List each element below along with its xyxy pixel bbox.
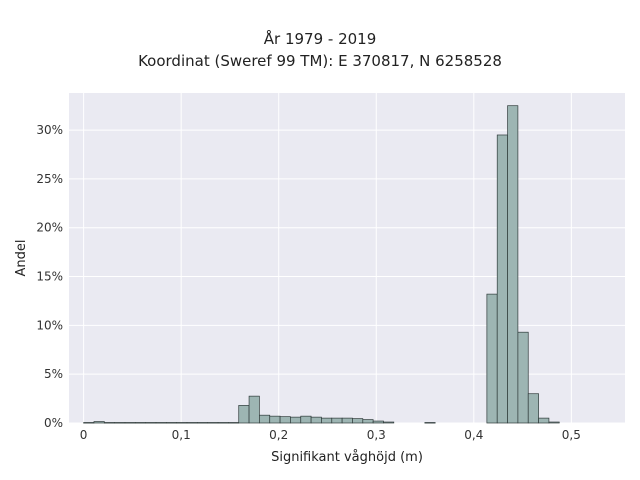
- y-tick-label: 15%: [36, 270, 63, 284]
- histogram-bar: [383, 421, 395, 424]
- x-axis-label: Signifikant våghöjd (m): [271, 450, 423, 465]
- histogram-bar: [217, 422, 229, 424]
- histogram-bar: [103, 422, 116, 424]
- chart-subtitle: Koordinat (Sweref 99 TM): E 370817, N 62…: [138, 52, 502, 70]
- histogram-bar: [331, 417, 343, 424]
- histogram-bar: [207, 422, 219, 424]
- histogram-bar: [352, 418, 364, 424]
- histogram-bar: [165, 422, 178, 424]
- y-tick-label: 5%: [44, 367, 63, 381]
- histogram-bar: [259, 414, 271, 424]
- histogram-bar: [124, 422, 136, 424]
- histogram-bar: [372, 420, 384, 424]
- x-axis-ticks: 0 0,1 0,2 0,3 0,4 0,5: [80, 428, 581, 442]
- y-tick-label: 20%: [36, 221, 63, 235]
- y-tick-label: 0%: [44, 416, 63, 430]
- histogram-bar: [134, 422, 147, 424]
- histogram-bar: [269, 415, 281, 424]
- histogram-bar: [300, 415, 312, 424]
- histogram-bar: [548, 421, 560, 424]
- x-tick-label: 0,1: [172, 428, 191, 442]
- histogram-bar: [228, 422, 240, 424]
- histogram-bar: [517, 331, 529, 424]
- histogram-bar: [507, 105, 519, 424]
- histogram-bar: [310, 416, 322, 424]
- histogram-bars: [83, 105, 560, 424]
- histogram-bar: [155, 422, 167, 424]
- histogram-bar: [290, 416, 302, 424]
- histogram-bar: [93, 421, 105, 424]
- chart-title: År 1979 - 2019: [263, 30, 377, 48]
- x-tick-label: 0,3: [367, 428, 386, 442]
- histogram-bar: [527, 393, 539, 424]
- histogram-bar: [279, 416, 291, 424]
- y-tick-label: 25%: [36, 172, 63, 186]
- x-tick-label: 0,4: [464, 428, 483, 442]
- y-tick-label: 10%: [36, 318, 63, 332]
- chart-title-block: År 1979 - 2019 Koordinat (Sweref 99 TM):…: [0, 28, 640, 72]
- histogram-bar: [114, 422, 126, 424]
- histogram-bar: [538, 417, 550, 424]
- x-tick-label: 0: [80, 428, 88, 442]
- histogram-bar: [145, 422, 157, 424]
- histogram-bar: [83, 422, 95, 424]
- y-axis-label: Andel: [14, 240, 29, 277]
- histogram-bar: [197, 422, 209, 424]
- histogram-bar: [238, 405, 250, 424]
- y-axis-ticks: 0% 5% 10% 15% 20% 25% 30%: [36, 123, 63, 430]
- histogram-bar: [486, 293, 498, 424]
- histogram-bar: [186, 422, 198, 424]
- x-tick-label: 0,5: [562, 428, 581, 442]
- x-tick-label: 0,2: [269, 428, 288, 442]
- histogram-bar: [362, 419, 374, 424]
- y-tick-label: 30%: [36, 123, 63, 137]
- histogram-bar: [176, 422, 188, 424]
- histogram-bar: [248, 395, 260, 424]
- histogram-bar: [496, 134, 508, 424]
- histogram-bar: [341, 417, 353, 424]
- histogram-bar: [424, 422, 436, 424]
- plot-area: [69, 93, 625, 423]
- histogram-bar: [321, 417, 333, 424]
